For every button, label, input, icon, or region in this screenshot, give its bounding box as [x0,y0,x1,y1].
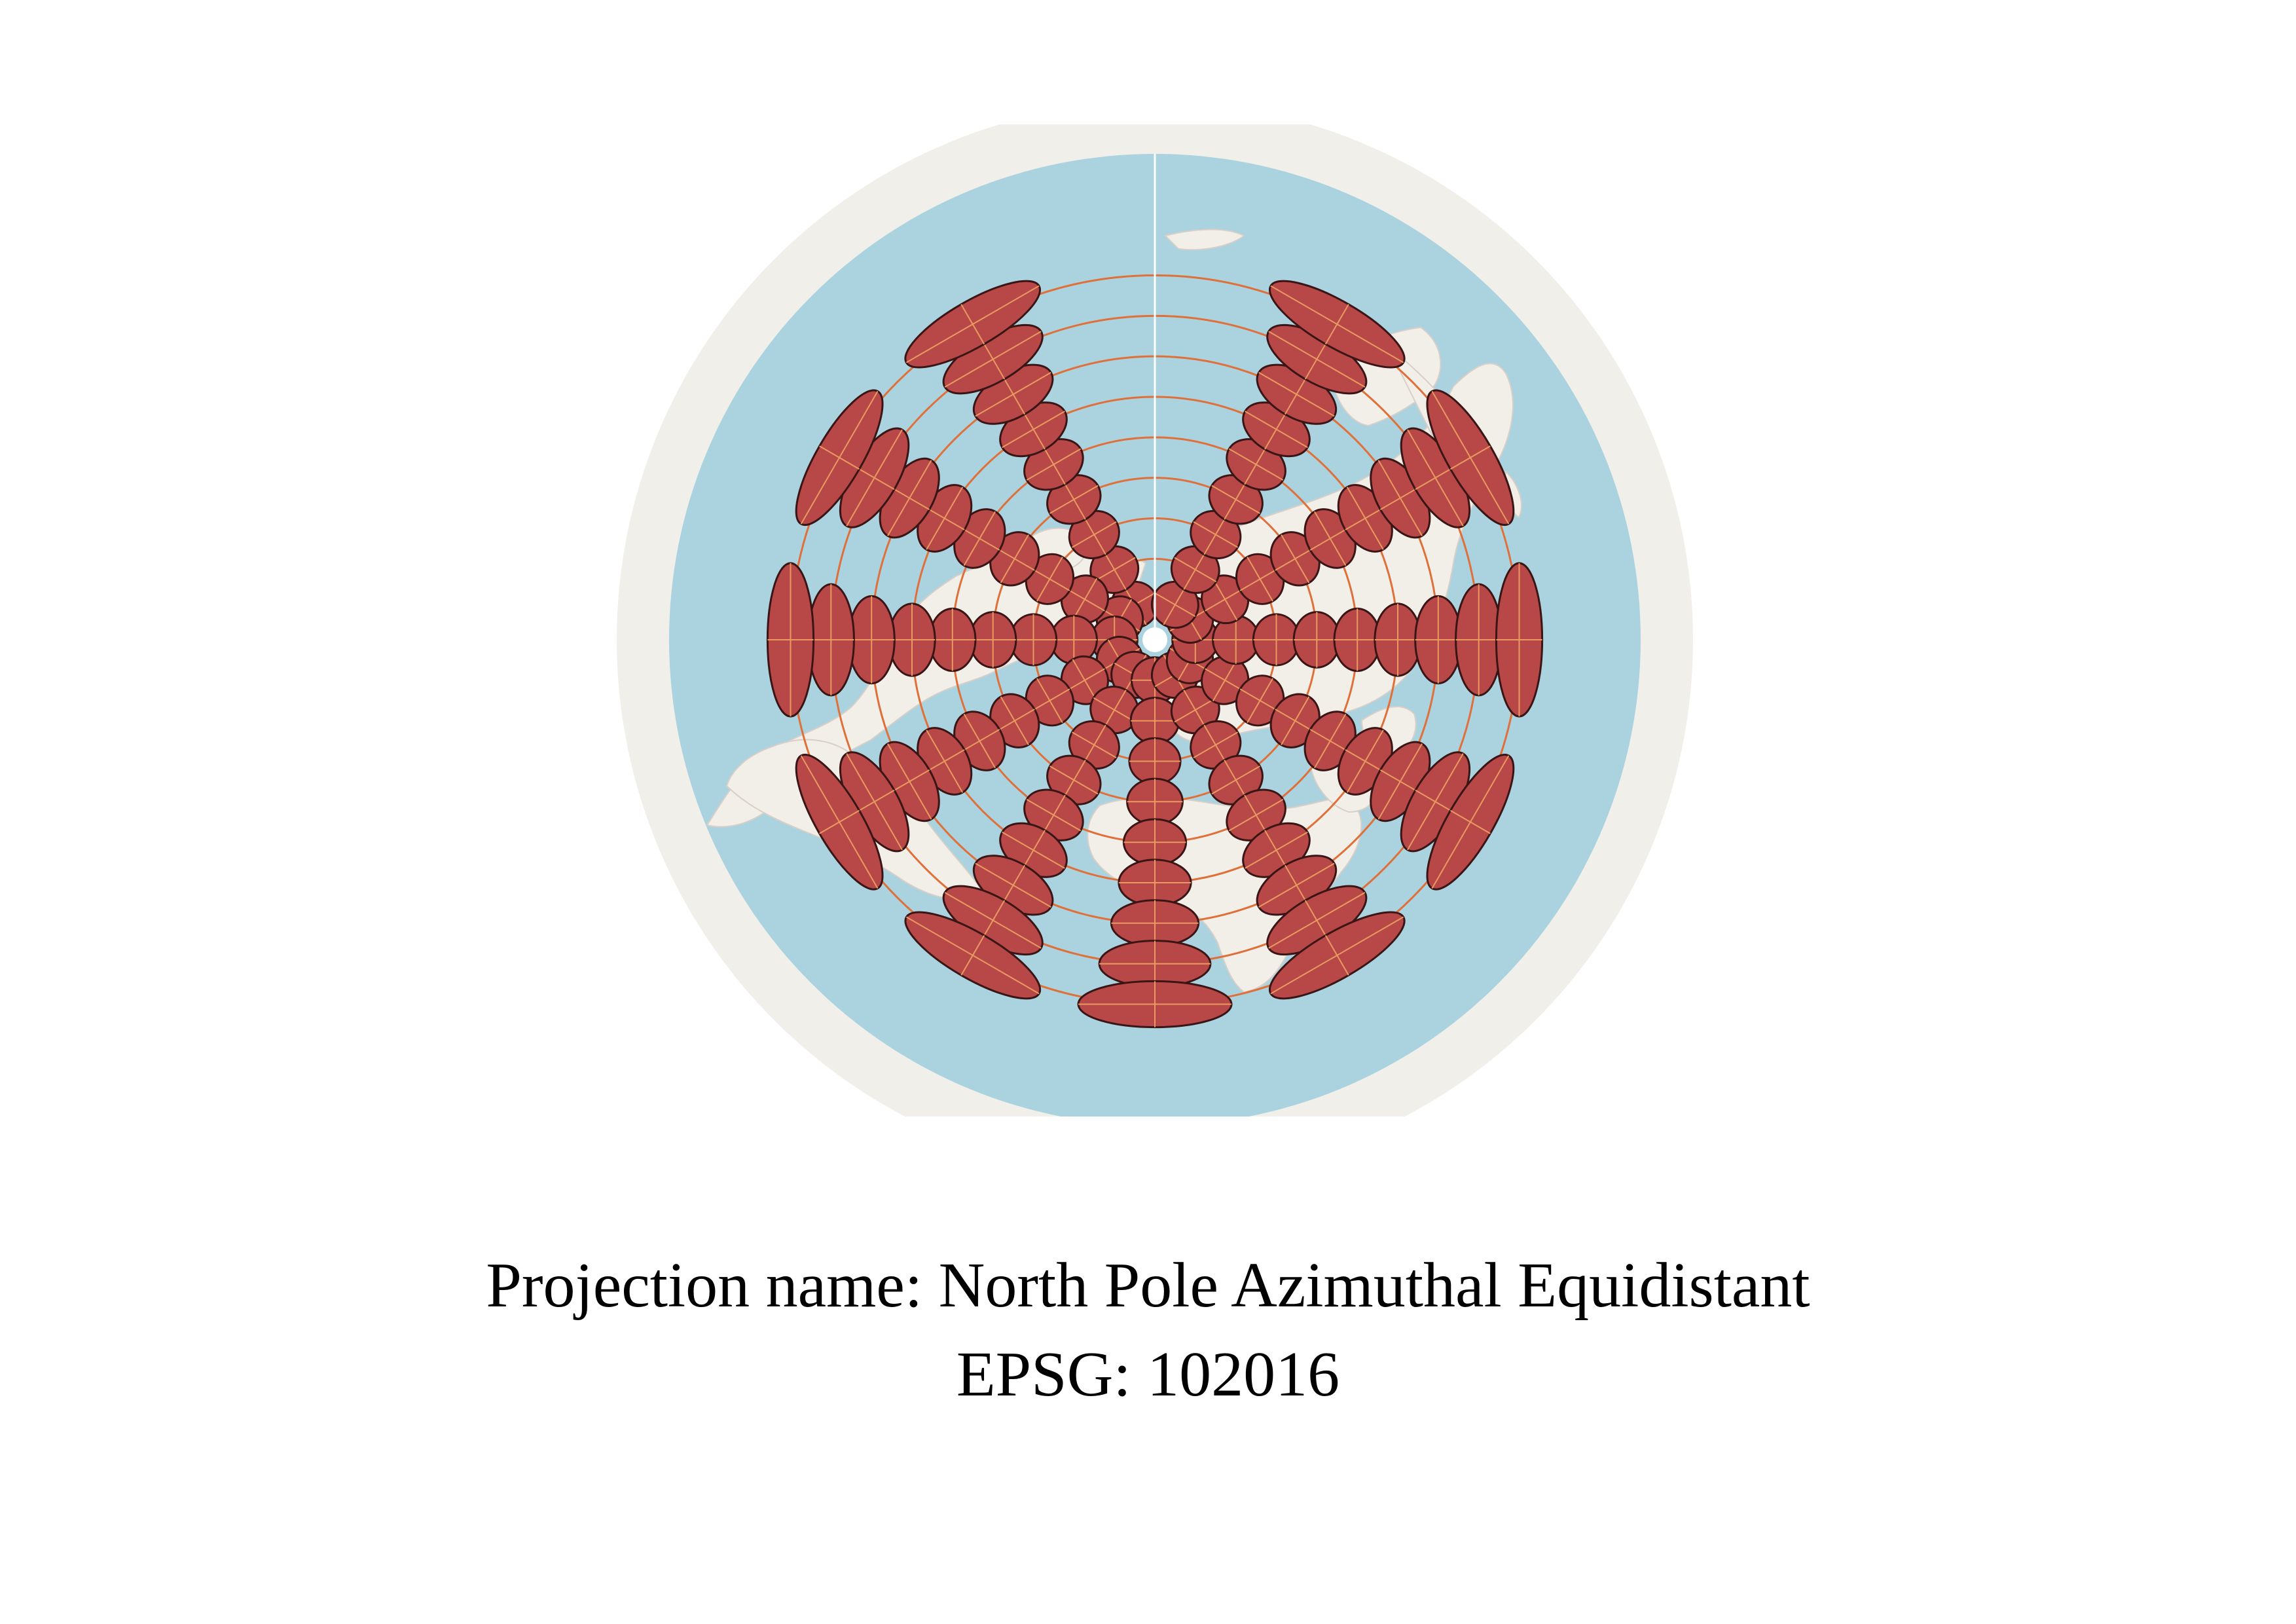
tissot-indicatrix [766,280,1544,1029]
tissot-ellipse [969,611,1017,669]
land-siberian-islands [1164,229,1245,251]
tissot-ellipse [1190,720,1242,770]
north-pole-marker [1142,627,1167,652]
tissot-ellipse [1333,607,1381,673]
tissot-ellipse [1426,389,1515,526]
tissot-ellipse [1370,457,1431,539]
projection-name: Projection name: North Pole Azimuthal Eq… [486,1250,1810,1321]
tissot-ellipse [1110,899,1200,948]
tissot-ellipse [1098,940,1212,988]
tissot-ellipse [1414,595,1463,685]
tissot-ellipse [1118,858,1192,907]
map-figure [617,124,1693,1116]
tissot-ellipse [1009,613,1058,667]
tissot-ellipse [1126,777,1184,826]
tissot-ellipse [795,389,884,526]
tissot-ellipse [839,427,910,528]
tissot-ellipse [1268,280,1406,369]
tissot-ellipse [847,595,896,685]
tissot-ellipse [1170,545,1220,594]
tissot-ellipse [928,607,977,673]
tissot-ellipse [904,911,1042,1000]
tissot-ellipse [1426,753,1515,891]
epsg-code: EPSG: 102016 [956,1339,1340,1410]
tissot-ellipse [1128,737,1182,786]
tissot-ellipse [879,741,940,822]
tissot-ellipse [1292,611,1341,669]
tissot-ellipse [807,583,855,697]
tissot-ellipse [904,280,1042,369]
tissot-ellipse [1122,818,1188,866]
tissot-ellipse [1455,583,1503,697]
tissot-ellipse [795,753,884,891]
tissot-ellipse [1374,602,1422,677]
tissot-ellipse [1077,980,1233,1029]
tissot-ellipse [1025,674,1075,727]
tissot-ellipse [1252,613,1301,667]
tissot-ellipse [888,602,936,677]
tissot-ellipse [1495,562,1544,718]
tissot-ellipse [942,323,1044,395]
caption: Projection name: North Pole Azimuthal Eq… [0,1241,2296,1419]
tissot-ellipse [942,885,1044,956]
tissot-ellipse [766,562,815,718]
tissot-ellipse [1268,911,1406,1000]
tissot-ellipse [1068,509,1120,560]
